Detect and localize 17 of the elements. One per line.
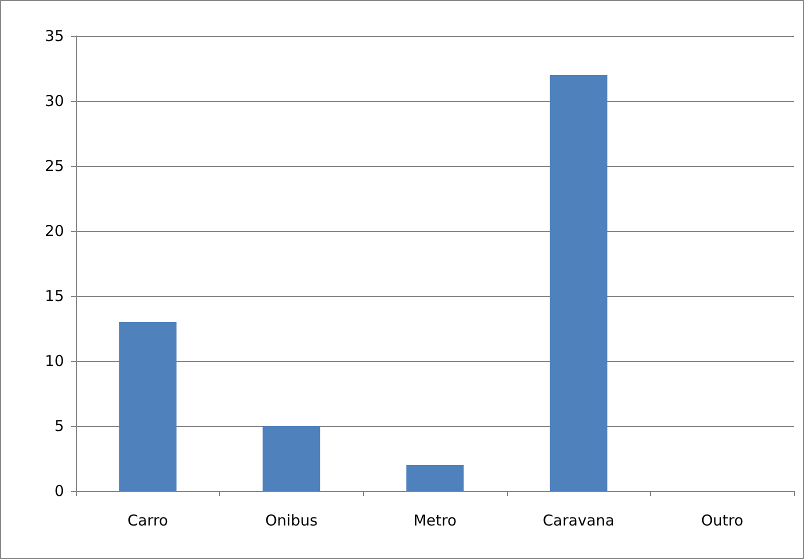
x-tick-label: Metro	[413, 512, 457, 530]
y-tick-label: 25	[44, 157, 64, 175]
y-tick-label: 35	[44, 27, 64, 45]
x-tick-label: Carro	[128, 512, 168, 530]
y-tick-label: 10	[44, 352, 64, 370]
y-tick-label: 20	[44, 222, 64, 240]
bar	[262, 426, 320, 491]
y-tick-label: 15	[44, 287, 64, 305]
x-tick-label: Onibus	[265, 512, 318, 530]
bar	[406, 465, 464, 491]
bar	[550, 75, 608, 491]
x-tick-label: Caravana	[542, 512, 614, 530]
y-tick-label: 5	[54, 417, 64, 435]
y-tick-label: 30	[44, 92, 64, 110]
y-tick-label: 0	[54, 482, 64, 500]
bar	[119, 322, 177, 491]
x-tick-label: Outro	[701, 512, 744, 530]
